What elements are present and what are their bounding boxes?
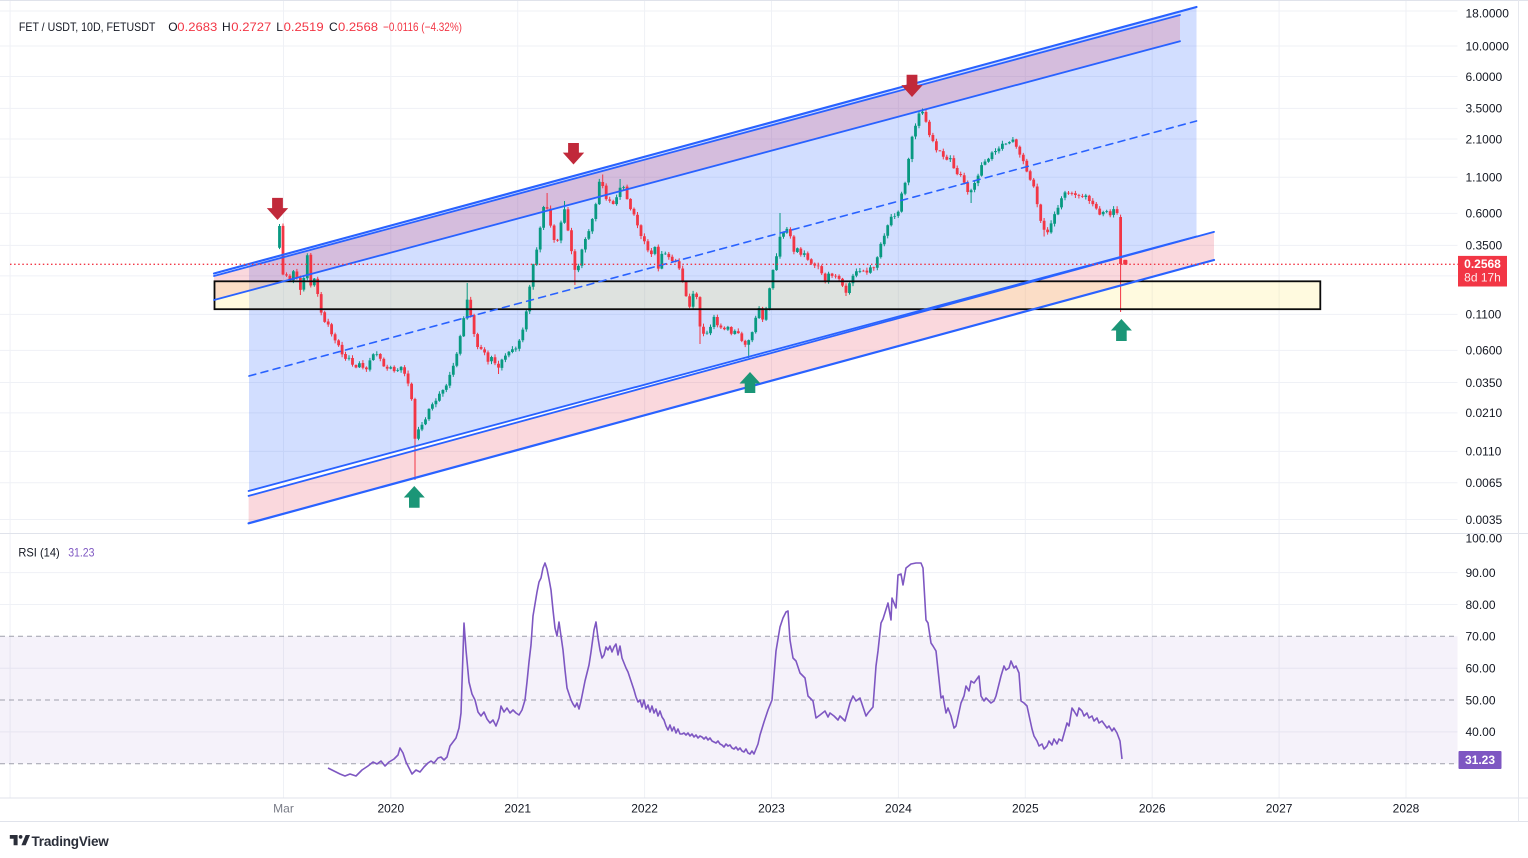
svg-text:18.0000: 18.0000 [1466, 6, 1510, 20]
svg-text:70.00: 70.00 [1466, 630, 1496, 644]
svg-text:0.0350: 0.0350 [1466, 376, 1503, 390]
svg-text:0.0035: 0.0035 [1466, 513, 1503, 527]
svg-text:0.2568: 0.2568 [1464, 257, 1501, 271]
svg-text:50.00: 50.00 [1466, 693, 1496, 707]
svg-text:6.0000: 6.0000 [1466, 70, 1503, 84]
svg-text:2028: 2028 [1393, 802, 1420, 816]
svg-text:40.00: 40.00 [1466, 725, 1496, 739]
svg-text:0.1100: 0.1100 [1466, 308, 1502, 322]
svg-text:0.3500: 0.3500 [1466, 239, 1503, 253]
svg-text:2021: 2021 [504, 802, 531, 816]
svg-text:2022: 2022 [631, 802, 658, 816]
svg-text:1.1000: 1.1000 [1466, 171, 1503, 185]
svg-text:0.0065: 0.0065 [1466, 476, 1503, 490]
svg-text:RSI (14)31.23: RSI (14) 31.23 [18, 546, 94, 560]
svg-text:2023: 2023 [758, 802, 785, 816]
svg-text:3.5000: 3.5000 [1466, 102, 1503, 116]
svg-text:31.23: 31.23 [1465, 753, 1495, 767]
svg-text:2.1000: 2.1000 [1466, 132, 1503, 146]
svg-text:0.0600: 0.0600 [1466, 344, 1503, 358]
svg-text:TradingView: TradingView [32, 834, 110, 849]
svg-text:80.00: 80.00 [1466, 598, 1496, 612]
svg-text:2024: 2024 [885, 802, 912, 816]
svg-text:2020: 2020 [377, 802, 404, 816]
svg-text:2025: 2025 [1012, 802, 1039, 816]
svg-text:0.0110: 0.0110 [1466, 445, 1502, 459]
svg-text:90.00: 90.00 [1466, 566, 1496, 580]
svg-text:Mar: Mar [273, 802, 294, 816]
svg-text:8d 17h: 8d 17h [1464, 271, 1501, 285]
svg-text:60.00: 60.00 [1466, 662, 1496, 676]
svg-text:2026: 2026 [1139, 802, 1166, 816]
svg-text:2027: 2027 [1266, 802, 1293, 816]
svg-text:0.6000: 0.6000 [1466, 207, 1503, 221]
svg-text:100.00: 100.00 [1466, 531, 1503, 545]
svg-text:0.0210: 0.0210 [1466, 406, 1503, 420]
svg-text:10.0000: 10.0000 [1466, 39, 1510, 53]
